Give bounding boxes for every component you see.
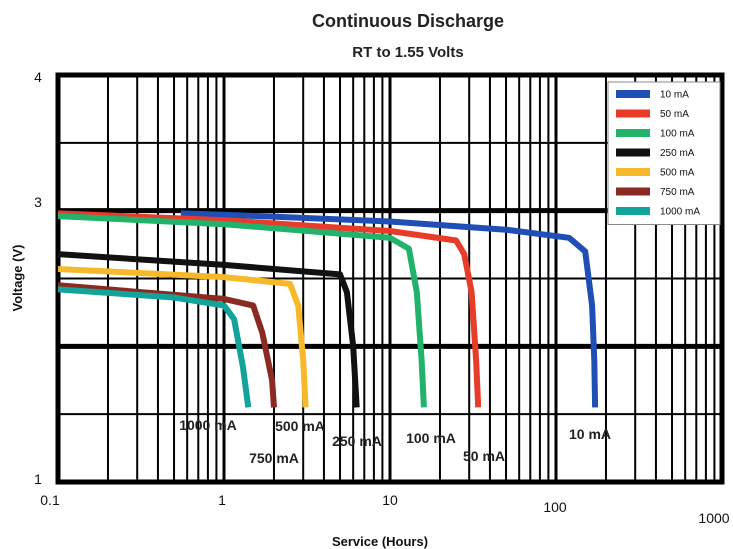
legend-swatch	[616, 90, 650, 98]
legend-swatch	[616, 207, 650, 215]
curve-label: 10 mA	[569, 426, 611, 442]
legend-swatch	[616, 148, 650, 157]
tick-labels: 0.1 1 10 100 1000 1 3 4	[34, 69, 730, 526]
legend-label: 100 mA	[660, 129, 695, 140]
legend-label: 1000 mA	[660, 207, 700, 218]
curve-label: 750 mA	[249, 450, 299, 466]
x-tick-label: 1000	[698, 510, 729, 526]
legend-swatch	[616, 109, 650, 118]
x-tick-label: 100	[543, 499, 567, 515]
curve-label: 1000 mA	[179, 417, 237, 433]
series-line-250-ma	[57, 251, 360, 408]
legend-label: 50 mA	[660, 109, 689, 120]
chart-subtitle: RT to 1.55 Volts	[352, 44, 463, 61]
series-line-500-ma	[57, 266, 309, 408]
plot-frame	[55, 72, 725, 485]
series-layer	[57, 210, 599, 408]
legend: 10 mA 50 mA 100 mA 250 mA 500 mA 750 mA 1000 m…	[607, 81, 721, 225]
legend-label: 500 mA	[660, 168, 695, 179]
series-line-750-ma	[57, 282, 277, 408]
series-line-10-ma	[180, 210, 599, 408]
y-tick-label: 1	[34, 471, 42, 487]
curve-label: 100 mA	[406, 430, 456, 446]
series-line-1000-ma	[57, 286, 252, 408]
x-tick-label: 0.1	[40, 492, 60, 508]
x-tick-label: 1	[218, 492, 226, 508]
legend-swatch	[616, 129, 650, 137]
series-line-50-ma	[57, 210, 482, 408]
curve-label: 500 mA	[275, 418, 325, 434]
curve-annotations: 10 mA 50 mA 100 mA 250 mA 500 mA 750 mA 1000 m…	[179, 417, 611, 466]
chart-title: Continuous Discharge	[312, 11, 504, 31]
legend-label: 10 mA	[660, 90, 689, 101]
curve-label: 50 mA	[463, 448, 505, 464]
x-axis-label: Service (Hours)	[332, 534, 428, 549]
legend-swatch	[616, 168, 650, 176]
y-axis-label: Voltage (V)	[10, 245, 25, 312]
curve-label: 250 mA	[332, 433, 382, 449]
legend-swatch	[616, 187, 650, 196]
legend-label: 250 mA	[660, 148, 695, 159]
y-tick-label: 3	[34, 194, 42, 210]
legend-label: 750 mA	[660, 187, 695, 198]
series-line-100-ma	[57, 213, 427, 408]
y-tick-label: 4	[34, 69, 42, 85]
x-tick-label: 10	[382, 492, 398, 508]
